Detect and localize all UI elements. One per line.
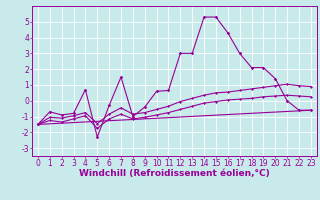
X-axis label: Windchill (Refroidissement éolien,°C): Windchill (Refroidissement éolien,°C) [79, 169, 270, 178]
